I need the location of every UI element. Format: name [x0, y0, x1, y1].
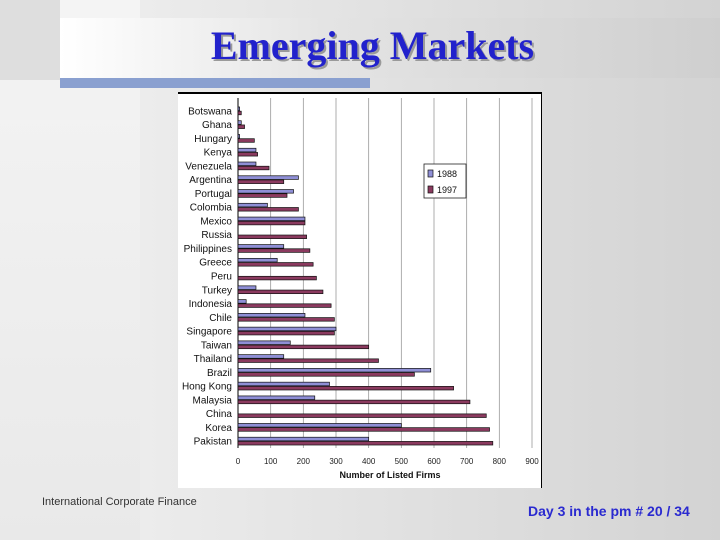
- bar-1997: [237, 275, 317, 281]
- bar-1997: [237, 399, 471, 405]
- bar-1988: [237, 106, 240, 111]
- bar-1988: [237, 161, 257, 166]
- bar-1988: [237, 147, 257, 153]
- category-label: Indonesia: [189, 299, 233, 310]
- legend-swatch-1988: [427, 169, 434, 178]
- category-label: Peru: [211, 272, 232, 283]
- x-tick-label: 300: [329, 457, 343, 466]
- bar-1997: [237, 262, 314, 267]
- bar-1988: [237, 326, 337, 332]
- bar-1997: [237, 330, 335, 336]
- bar-1988: [237, 285, 257, 290]
- bar-1997: [237, 358, 379, 363]
- category-label: Botswana: [188, 106, 232, 117]
- category-label: Brazil: [207, 368, 232, 379]
- bar-1988: [237, 436, 370, 442]
- bar-1988: [237, 313, 306, 318]
- x-tick-label: 100: [264, 457, 278, 466]
- bar-1988: [237, 423, 402, 428]
- bar-1997: [237, 207, 299, 212]
- category-label: Chile: [209, 313, 232, 324]
- category-label: Hungary: [194, 134, 232, 145]
- bar-1997: [237, 372, 415, 377]
- bar-1997: [237, 317, 335, 322]
- bar-1997: [237, 193, 288, 198]
- bar-1988: [237, 257, 278, 263]
- bar-1997: [237, 110, 242, 116]
- background-left-panel: [0, 0, 140, 540]
- slide-title: Emerging Markets: [210, 23, 535, 68]
- bar-1988: [237, 368, 432, 373]
- category-label: China: [206, 409, 233, 420]
- footer-course-name: International Corporate Finance: [42, 496, 197, 508]
- bar-1997: [237, 234, 307, 239]
- title-bar: [60, 18, 720, 78]
- category-label: Taiwan: [201, 340, 232, 351]
- category-label: Malaysia: [193, 395, 233, 406]
- bar-1988: [237, 134, 240, 139]
- legend-label-1988: 1988: [437, 169, 457, 179]
- bar-1997: [237, 165, 270, 171]
- bar-1997: [237, 386, 454, 391]
- bar-1997: [237, 152, 258, 157]
- bar-1997: [237, 289, 324, 295]
- x-tick-label: 600: [427, 457, 441, 466]
- category-label: Mexico: [200, 216, 232, 227]
- category-label: Turkey: [202, 285, 232, 296]
- x-tick-label: 500: [395, 457, 409, 466]
- title-underline: [60, 78, 370, 88]
- bar-1997: [237, 303, 332, 308]
- bar-1988: [237, 202, 268, 208]
- x-tick-label: 200: [297, 457, 311, 466]
- bar-1988: [237, 189, 294, 194]
- category-label: Kenya: [204, 148, 233, 159]
- x-axis-label: Number of Listed Firms: [339, 470, 440, 480]
- category-label: Pakistan: [194, 437, 232, 448]
- bar-1997: [237, 138, 255, 143]
- category-label: Greece: [199, 258, 232, 269]
- bar-1997: [237, 441, 494, 446]
- bar-1997: [237, 220, 306, 226]
- bar-1997: [237, 179, 285, 184]
- category-label: Venezuela: [185, 161, 232, 172]
- category-label: Korea: [205, 423, 232, 434]
- category-label: Thailand: [194, 354, 232, 365]
- legend-swatch-1997: [427, 185, 434, 194]
- bar-1997: [237, 413, 487, 418]
- bar-1988: [237, 381, 330, 387]
- bar-1988: [237, 354, 285, 359]
- background-corner-block: [0, 0, 60, 80]
- category-label: Singapore: [186, 327, 232, 338]
- x-tick-label: 800: [493, 457, 507, 466]
- x-tick-label: 900: [525, 457, 539, 466]
- bar-1997: [237, 124, 245, 129]
- x-tick-label: 700: [460, 457, 474, 466]
- chart-frame: 0 100 200 300 400 500 600 700 800 900 Botswana Ghan…: [178, 92, 542, 488]
- bar-1988: [237, 299, 247, 304]
- bar-1988: [237, 175, 299, 180]
- bar-1997: [237, 344, 370, 350]
- category-label: Philippines: [184, 244, 232, 255]
- bar-1988: [237, 120, 242, 125]
- bar-1988: [237, 395, 316, 400]
- category-label: Portugal: [195, 189, 232, 200]
- bar-1988: [237, 340, 291, 345]
- x-tick-label: 400: [362, 457, 376, 466]
- legend-label-1997: 1997: [437, 185, 457, 195]
- bar-1997: [237, 248, 311, 253]
- footer-page-number: Day 3 in the pm # 20 / 34: [528, 503, 690, 519]
- category-label: Argentina: [189, 175, 232, 186]
- category-label: Hong Kong: [182, 382, 232, 393]
- x-tick-label: 0: [236, 457, 241, 466]
- category-label: Russia: [201, 230, 232, 241]
- bar-1997: [237, 427, 490, 432]
- bar-chart: 0 100 200 300 400 500 600 700 800 900 Botswana Ghan…: [182, 98, 539, 480]
- category-label: Ghana: [202, 120, 232, 131]
- bar-1988: [237, 244, 285, 249]
- category-label: Colombia: [190, 203, 233, 214]
- bar-1988: [237, 216, 306, 222]
